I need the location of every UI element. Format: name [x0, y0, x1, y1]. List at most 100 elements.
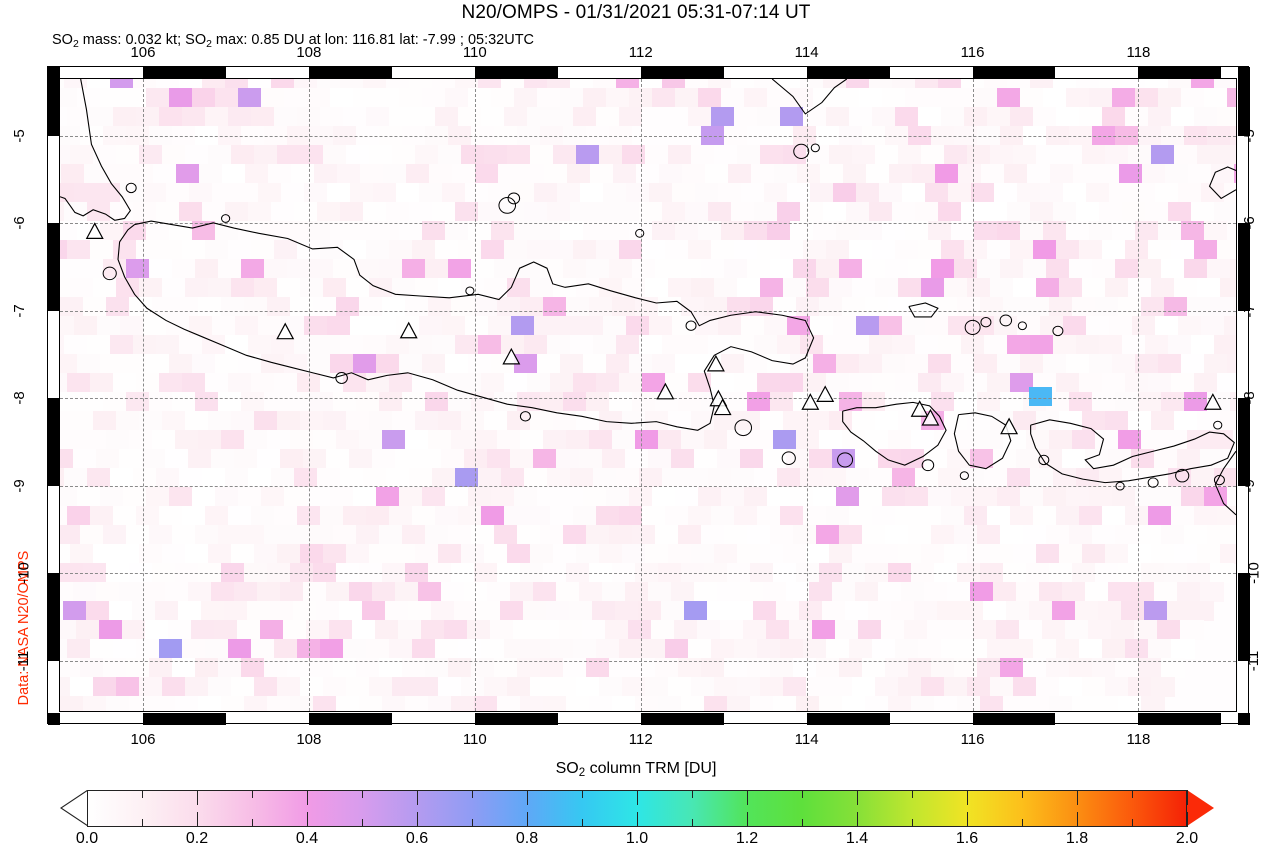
so2-data-cell [1226, 354, 1236, 374]
so2-data-cell [169, 88, 194, 108]
so2-data-cell [484, 278, 509, 298]
colorbar-major-tick [967, 790, 968, 805]
so2-data-cell [1065, 221, 1090, 241]
so2-data-cell [1191, 79, 1215, 89]
so2-data-cell [638, 335, 663, 355]
so2-data-cell [329, 354, 354, 374]
so2-data-cell [382, 297, 407, 317]
so2-data-cell [231, 145, 256, 165]
so2-data-cell [188, 316, 213, 336]
so2-data-cell [1177, 316, 1202, 336]
longitude-tick-label: 106 [130, 44, 156, 61]
so2-data-cell [1000, 259, 1025, 279]
so2-data-cell [260, 221, 285, 241]
so2-data-cell [901, 316, 926, 336]
so2-data-cell [369, 278, 394, 298]
so2-data-cell [954, 259, 979, 279]
colorbar-major-tick [1077, 790, 1078, 805]
so2-data-cell [261, 88, 286, 108]
so2-data-cell [89, 373, 114, 393]
so2-data-cell [855, 316, 880, 336]
page-title: N20/OMPS - 01/31/2021 05:31-07:14 UT [461, 2, 811, 23]
so2-data-cell [652, 88, 677, 108]
so2-data-cell [231, 278, 256, 298]
so2-data-cell [1052, 202, 1077, 222]
so2-data-cell [523, 335, 548, 355]
so2-data-cell [251, 240, 276, 260]
so2-data-cell [1072, 164, 1097, 184]
so2-data-cell [566, 297, 591, 317]
so2-data-cell [237, 354, 262, 374]
so2-data-cell [1174, 145, 1199, 165]
ruler-segment [474, 67, 558, 79]
so2-data-cell [1154, 316, 1179, 336]
so2-data-cell [980, 164, 1005, 184]
so2-data-cell [1190, 335, 1215, 355]
so2-data-cell [110, 79, 134, 89]
so2-data-cell [1128, 145, 1153, 165]
so2-data-cell [546, 335, 571, 355]
so2-data-cell [339, 335, 364, 355]
longitude-tick-label: 110 [462, 731, 487, 748]
so2-data-cell [740, 183, 765, 203]
so2-data-cell [1180, 221, 1205, 241]
ruler-segment [48, 398, 60, 486]
so2-data-cell [352, 221, 377, 241]
latitude-tick-label: -6 [1241, 216, 1259, 230]
so2-data-cell [1066, 88, 1091, 108]
so2-data-cell [340, 79, 364, 89]
so2-data-cell [783, 278, 808, 298]
map-container [47, 66, 1250, 725]
so2-data-cell [464, 183, 489, 203]
so2-data-cell [973, 221, 998, 241]
so2-data-cell [1190, 202, 1215, 222]
so2-data-cell [596, 240, 621, 260]
so2-data-cell [208, 145, 233, 165]
so2-data-cell [1088, 221, 1113, 241]
colorbar-minor-tick [362, 790, 363, 798]
so2-data-cell [63, 335, 88, 355]
so2-data-cell [513, 354, 538, 374]
so2-data-cell [313, 164, 338, 184]
so2-data-cell [572, 373, 597, 393]
so2-data-cell [766, 354, 791, 374]
so2-data-cell [1210, 297, 1235, 317]
so2-data-cell [221, 164, 246, 184]
so2-data-cell [1098, 202, 1123, 222]
so2-data-cell [599, 145, 624, 165]
so2-data-cell [780, 240, 805, 260]
so2-data-cell [99, 221, 124, 241]
so2-data-cell [129, 297, 154, 317]
so2-data-cell [941, 107, 966, 127]
so2-data-cell [803, 240, 828, 260]
so2-data-cell [1072, 297, 1097, 317]
so2-data-cell [214, 354, 239, 374]
so2-data-cell [573, 107, 598, 127]
so2-data-cell [162, 145, 187, 165]
so2-data-cell [526, 373, 551, 393]
so2-data-cell [1213, 335, 1236, 355]
so2-data-cell [1184, 259, 1209, 279]
so2-data-cell [615, 202, 640, 222]
so2-data-cell [543, 164, 568, 184]
colorbar-under-arrow [61, 790, 89, 826]
so2-data-cell [1121, 335, 1146, 355]
colorbar-tick-label: 1.4 [845, 830, 869, 847]
so2-data-cell [1082, 278, 1107, 298]
so2-data-cell [698, 88, 723, 108]
so2-data-cell [385, 335, 410, 355]
longitude-tick-label: 118 [1126, 44, 1151, 61]
so2-data-cell [60, 278, 72, 298]
so2-data-cell [201, 335, 226, 355]
so2-data-cell [329, 221, 354, 241]
so2-data-cell [372, 316, 397, 336]
so2-data-cell [195, 259, 220, 279]
so2-data-cell [1013, 278, 1038, 298]
so2-data-cell [467, 221, 492, 241]
so2-data-cell [905, 88, 930, 108]
so2-data-cell [1006, 335, 1031, 355]
so2-data-cell [1010, 107, 1035, 127]
volcano-marker-icon [910, 400, 929, 417]
subtitle-sub-1: 2 [72, 38, 79, 50]
so2-data-cell [320, 107, 345, 127]
